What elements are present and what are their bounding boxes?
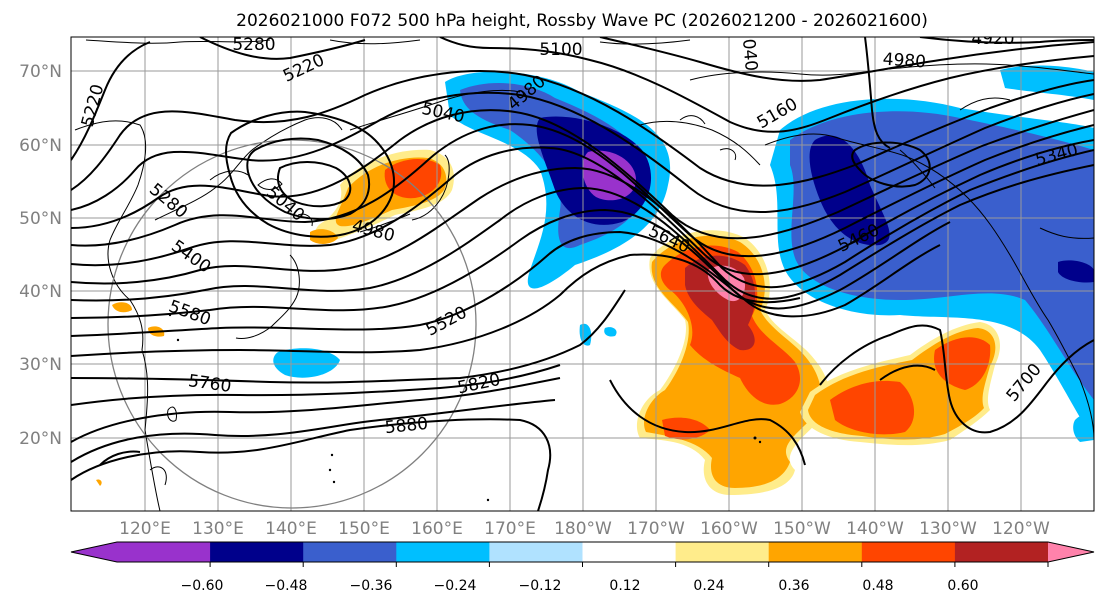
great-circle-outline	[107, 139, 477, 509]
lon-label: 130°E	[192, 519, 244, 539]
lon-label: 150°E	[338, 519, 390, 539]
lon-label: 120°E	[119, 519, 171, 539]
colorbar-tick-label: −0.48	[265, 578, 308, 594]
lon-label: 140°W	[846, 519, 904, 539]
colorbar-segment	[954, 542, 1049, 562]
colorbar-segment	[489, 542, 583, 562]
lon-label: 180°W	[554, 519, 612, 539]
colorbar-tick-label: −0.60	[181, 578, 224, 594]
contour-label: 5880	[384, 414, 429, 438]
colorbar-tick-label: −0.12	[519, 578, 562, 594]
lon-label: 160°W	[700, 519, 758, 539]
lat-label: 40°N	[19, 282, 62, 302]
contour-label: 4920	[971, 29, 1014, 49]
colorbar-segment	[117, 542, 211, 562]
lat-label: 20°N	[19, 429, 62, 449]
contour-label: 5280	[232, 35, 275, 55]
colorbar-tick-label: 0.24	[693, 578, 724, 594]
colorbar-tick-labels: −0.60 −0.48 −0.36 −0.24 −0.12 0.12 0.24 …	[181, 578, 979, 594]
lat-label: 30°N	[19, 355, 62, 375]
colorbar-extend-low	[71, 542, 117, 562]
colorbar-segments	[71, 542, 1094, 562]
colorbar-tick-label: −0.24	[434, 578, 477, 594]
colorbar-tick-label: −0.36	[350, 578, 393, 594]
lat-label: 50°N	[19, 209, 62, 229]
colorbar-tick-label: 0.36	[778, 578, 809, 594]
lon-label: 120°W	[992, 519, 1050, 539]
colorbar-extend-high	[1048, 542, 1094, 562]
colorbar-segment	[768, 542, 863, 562]
lon-label: 160°E	[411, 519, 463, 539]
latitude-labels: 20°N 30°N 40°N 50°N 60°N 70°N	[19, 62, 62, 449]
colorbar-segment	[303, 542, 397, 562]
colorbar-outline	[70, 541, 1095, 563]
lon-label: 130°W	[919, 519, 977, 539]
map-title: 2026021000 F072 500 hPa height, Rossby W…	[236, 11, 928, 31]
longitude-labels: 120°E 130°E 140°E 150°E 160°E 170°E 180°…	[119, 519, 1050, 539]
height-contours	[71, 37, 1094, 511]
colorbar-segment	[396, 542, 490, 562]
colorbar-ticks	[209, 562, 1049, 567]
colorbar-segment	[675, 542, 770, 562]
colorbar-tick-label: 0.48	[862, 578, 893, 594]
contour-label: 5040	[737, 27, 761, 72]
colorbar: −0.60 −0.48 −0.36 −0.24 −0.12 0.12 0.24 …	[70, 541, 1095, 594]
map-area: 4920 4980 4980 4980 5040 5040 5040 5100 …	[71, 27, 1094, 511]
lon-label: 140°E	[265, 519, 317, 539]
contour-label: 4980	[882, 50, 927, 73]
colorbar-tick-label: 0.12	[609, 578, 640, 594]
colorbar-segment	[582, 542, 677, 562]
lon-label: 150°W	[773, 519, 831, 539]
colorbar-segment	[210, 542, 304, 562]
colorbar-segment	[861, 542, 956, 562]
lon-label: 170°E	[484, 519, 536, 539]
lat-label: 60°N	[19, 136, 62, 156]
positive-anomaly-east-pacific	[800, 322, 1000, 446]
lon-label: 170°W	[627, 519, 685, 539]
lat-label: 70°N	[19, 62, 62, 82]
map-frame	[70, 36, 1095, 512]
colorbar-tick-label: 0.60	[947, 578, 978, 594]
contour-label: 5100	[539, 40, 582, 60]
